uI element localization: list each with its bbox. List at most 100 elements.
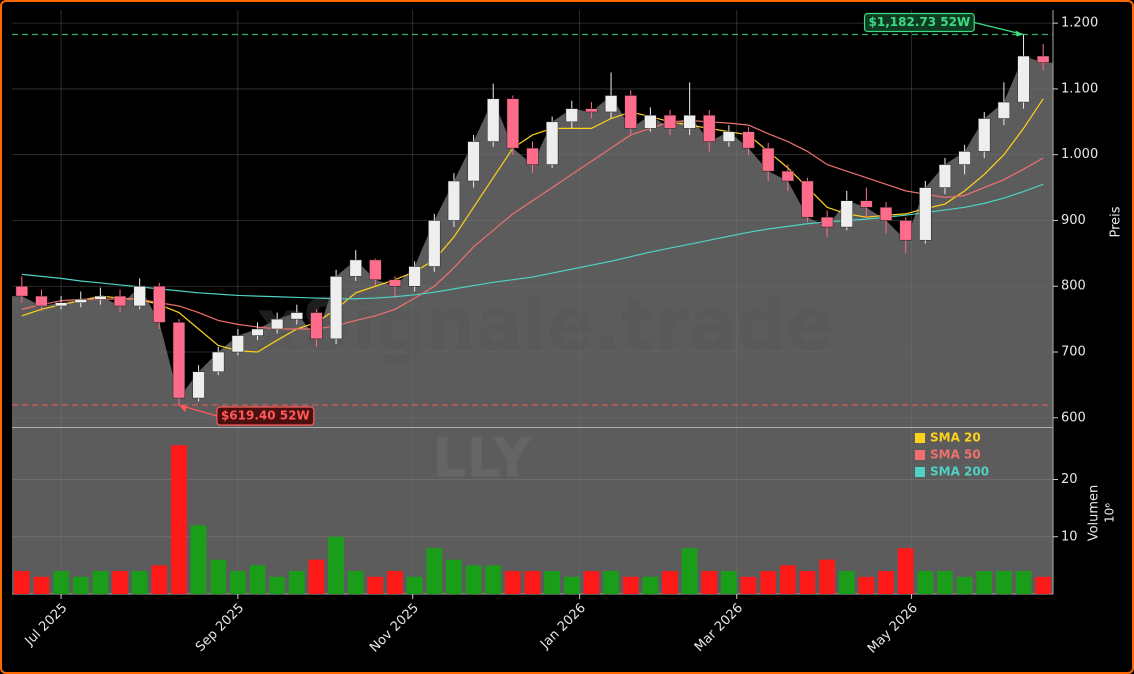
candle-body: [978, 118, 991, 152]
x-tick-label: Nov 2025: [367, 601, 422, 656]
y-tick-label: 700: [1061, 345, 1086, 360]
volume-bar: [249, 565, 266, 594]
candle-body: [604, 95, 618, 113]
x-tick-label: Mar 2026: [692, 601, 746, 655]
legend-swatch: [915, 467, 925, 477]
volume-bar: [917, 571, 934, 594]
ticker-watermark: LLY: [432, 427, 532, 490]
candle-body: [703, 114, 716, 142]
x-tick-label: Sep 2025: [193, 601, 247, 655]
legend-swatch: [915, 450, 925, 460]
volume-bar: [446, 559, 462, 594]
volume-bar: [858, 576, 875, 594]
candle-body: [683, 114, 696, 129]
candle-body: [153, 285, 166, 323]
price-area: [12, 56, 1053, 427]
candle-body: [938, 164, 952, 188]
candle-body: [722, 131, 736, 142]
candle-body: [899, 220, 912, 241]
volume-bar: [151, 565, 168, 594]
volume-bar: [485, 565, 502, 594]
volume-bar: [230, 571, 246, 594]
volume-bar: [13, 571, 30, 594]
y-axis-label: Preis: [1109, 206, 1124, 237]
volume-bar: [740, 576, 757, 594]
candle-body: [349, 259, 362, 277]
volume-bar: [622, 576, 639, 594]
candle-body: [663, 114, 677, 129]
candle-body: [271, 318, 284, 330]
candle-body: [290, 312, 303, 320]
volume-bar: [210, 559, 227, 594]
volume-panel: [12, 428, 1053, 594]
volume-bar: [33, 576, 50, 594]
y-tick-label: 800: [1061, 279, 1086, 294]
candle-body: [94, 295, 107, 300]
candle-body: [231, 335, 245, 353]
candle-body: [545, 121, 559, 165]
volume-bar: [701, 571, 718, 594]
sma-line: [21, 119, 1044, 330]
volume-bar: [171, 445, 187, 594]
candle-body: [820, 216, 834, 228]
volume-bar: [760, 571, 777, 594]
annotation-arrowhead: [178, 405, 187, 413]
volume-axis-label: Volumen: [1087, 485, 1102, 542]
volume-bar: [269, 576, 286, 594]
candle-body: [54, 302, 68, 307]
y-tick-label: 900: [1061, 213, 1086, 228]
volume-bar: [878, 571, 894, 594]
candle-body: [997, 101, 1011, 119]
candle-body: [1017, 55, 1030, 103]
candle-body: [487, 98, 500, 142]
y-tick-label: 1.000: [1061, 147, 1098, 162]
candle-body: [251, 328, 264, 336]
candle-body: [74, 299, 87, 303]
x-tick-label: Jul 2025: [22, 601, 71, 650]
volume-bar: [662, 571, 678, 594]
candle-body: [172, 322, 186, 399]
sma-line: [21, 98, 1044, 353]
candle-body: [133, 285, 146, 307]
candle-body: [35, 295, 48, 307]
legend-label: SMA 20: [930, 431, 981, 445]
annotation-arrow: [974, 21, 1024, 36]
x-tick-label: Jan 2026: [537, 601, 589, 653]
volume-bar: [524, 571, 541, 594]
volume-bar: [956, 576, 973, 594]
volume-bar: [367, 576, 384, 594]
candle-body: [919, 187, 932, 241]
candle-body: [369, 259, 382, 280]
volume-bar: [190, 525, 207, 594]
candle-body: [781, 170, 794, 182]
candle-body: [447, 180, 461, 221]
volume-bar: [721, 571, 737, 594]
candle-body: [526, 147, 539, 165]
volume-bar: [642, 576, 659, 594]
candle-body: [113, 295, 127, 307]
volume-bar: [92, 571, 109, 594]
candle-body: [506, 98, 520, 149]
volume-bar: [53, 571, 69, 594]
sma-line: [21, 183, 1044, 300]
candle-body: [467, 141, 480, 182]
candle-body: [585, 108, 598, 113]
volume-bar: [112, 571, 128, 594]
volume-bar: [308, 559, 325, 594]
candle-body: [15, 285, 28, 297]
volume-bar: [544, 571, 560, 594]
annotation-label: $619.40 52W: [221, 409, 310, 423]
y-tick-label: 1.200: [1061, 16, 1098, 31]
volume-bar: [603, 571, 619, 594]
candle-body: [310, 312, 323, 340]
volume-bar: [347, 571, 364, 594]
candle-body: [801, 180, 814, 218]
volume-bar: [465, 565, 482, 594]
legend-label: SMA 50: [930, 448, 981, 462]
volume-bar: [897, 548, 914, 594]
volume-bar: [819, 559, 835, 594]
volume-bar: [426, 548, 443, 594]
candle-body: [408, 266, 421, 287]
annotation-arrowhead: [1015, 30, 1024, 37]
